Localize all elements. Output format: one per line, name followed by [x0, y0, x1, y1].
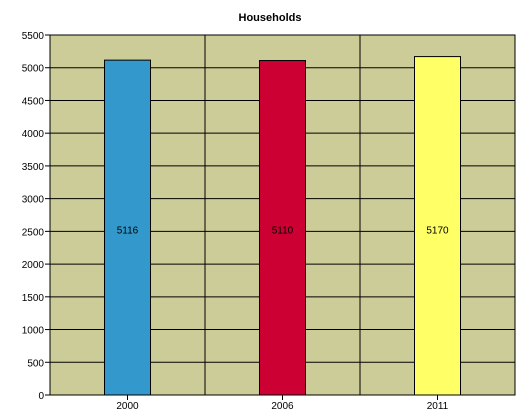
bar-2006 — [259, 60, 306, 396]
y-axis: 0 500 1000 1500 2000 2500 3000 3500 4000 4500 5000… — [22, 31, 50, 402]
x-tick-label: 2011 — [427, 401, 449, 412]
bar-2000 — [104, 59, 151, 396]
y-tick-label: 5000 — [22, 64, 45, 75]
y-tick-label: 3500 — [22, 162, 45, 173]
y-tick-label: 1500 — [22, 293, 45, 304]
y-tick-label: 4500 — [22, 96, 45, 107]
y-tick-label: 500 — [27, 358, 44, 369]
data-label-2000: 5116 — [117, 225, 139, 236]
y-tick-label: 5500 — [22, 31, 45, 42]
x-tick-label: 2000 — [116, 401, 139, 412]
y-tick-label: 0 — [38, 391, 44, 402]
y-tick-label: 3000 — [22, 195, 45, 206]
y-tick-label: 4000 — [22, 129, 45, 140]
x-axis: 2000 2006 2011 — [116, 395, 449, 412]
y-tick-label: 1000 — [22, 326, 45, 337]
y-tick-label: 2000 — [22, 260, 45, 271]
data-label-2006: 5110 — [272, 225, 294, 236]
x-tick-label: 2006 — [271, 401, 294, 412]
bars: 5116 5110 5170 — [104, 56, 461, 396]
chart-title: Households — [239, 12, 302, 24]
bar-2011 — [414, 56, 461, 396]
y-tick-label: 2500 — [22, 227, 45, 238]
data-label-2011: 5170 — [426, 225, 449, 236]
category-dividers — [204, 35, 361, 395]
